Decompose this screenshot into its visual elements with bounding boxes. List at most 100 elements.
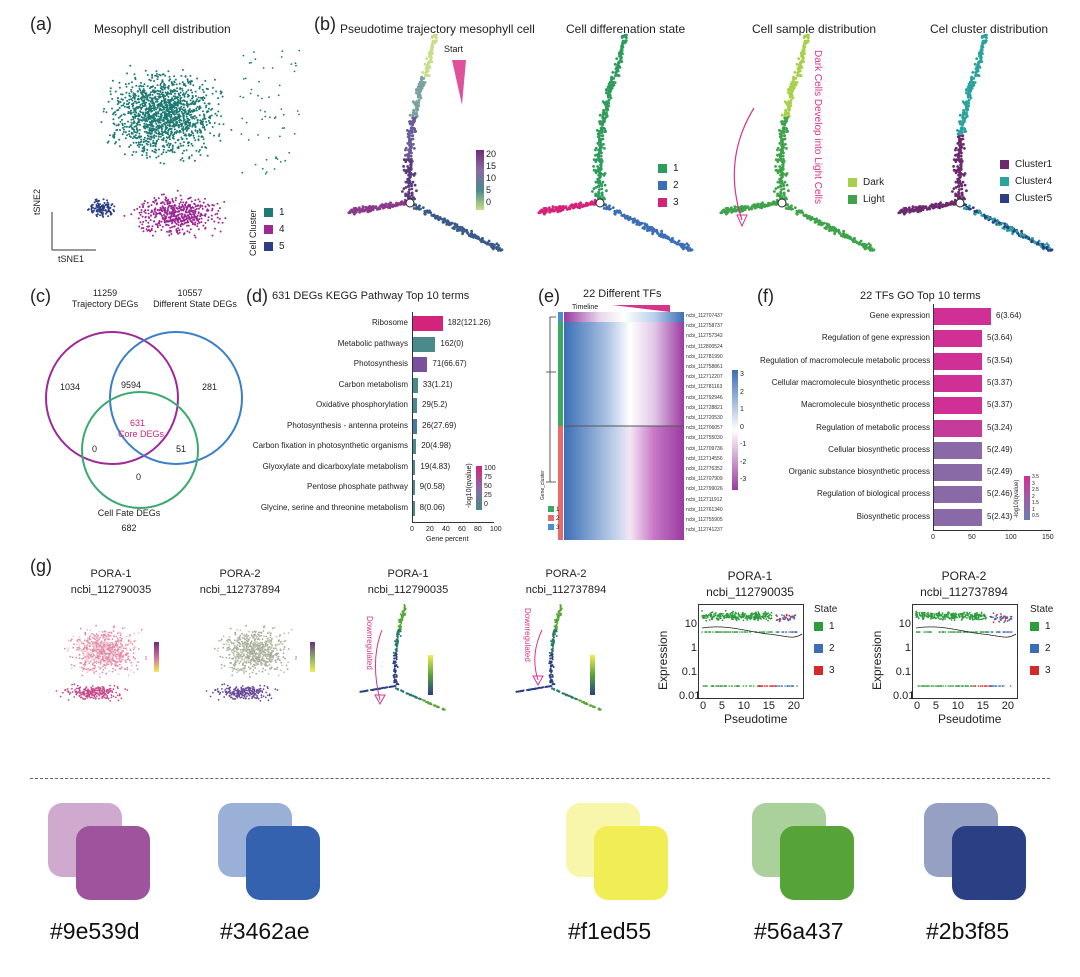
tsne-point — [151, 115, 154, 118]
tsne-point — [200, 131, 202, 134]
tsne-point — [148, 106, 151, 109]
trajectory-cell — [414, 116, 418, 119]
trajectory-cell — [620, 213, 624, 217]
tsne-point — [211, 107, 214, 110]
tsne-point — [197, 211, 200, 214]
tsne-point — [142, 100, 145, 102]
trajectory-cell — [598, 188, 601, 192]
tsne-point — [144, 212, 147, 214]
trajectory-cell — [605, 89, 608, 92]
go-legend-title: -log10(qvalue) — [1014, 479, 1020, 518]
tsne-point — [140, 140, 143, 143]
tsne-point — [253, 51, 255, 53]
trajectory-cell — [491, 242, 494, 246]
tsne-point — [146, 110, 149, 113]
tsne-point — [164, 98, 167, 100]
tsne-point — [182, 113, 184, 116]
tsne-point — [192, 84, 195, 87]
tf-gene-name: ncbi_112728821 — [686, 404, 723, 411]
trajectory-cell — [416, 95, 420, 99]
tsne-point — [142, 141, 145, 143]
trajectory-cell — [1024, 235, 1028, 239]
tsne-point — [147, 228, 150, 231]
legend-item: 1 — [264, 204, 285, 221]
tsne-point — [170, 132, 172, 135]
tsne-point — [169, 78, 172, 81]
trajectory-cell — [1045, 246, 1048, 249]
tsne-point — [174, 95, 176, 98]
trajectory-cell — [837, 229, 841, 233]
trajectory-cell — [967, 82, 971, 86]
trajectory-cell — [778, 185, 782, 188]
tsne-point — [198, 200, 201, 203]
tsne-point — [143, 136, 146, 139]
tsne-point — [154, 199, 157, 202]
trajectory-cell — [597, 158, 601, 162]
tsne-point — [184, 221, 187, 224]
tsne-point — [190, 200, 193, 203]
trajectory-cell — [960, 191, 964, 195]
trajectory-cell — [899, 209, 902, 213]
tsne-point — [157, 115, 160, 118]
trajectory-cell — [793, 206, 797, 210]
tsne-point — [148, 225, 150, 228]
tsne-point — [166, 213, 169, 216]
trajectory-cell — [957, 196, 961, 200]
trajectory-cell — [786, 103, 789, 106]
kegg-term-label: Carbon fixation in photosynthetic organi… — [252, 441, 408, 450]
tsne-point — [190, 130, 193, 133]
trajectory-cell — [418, 204, 421, 208]
tsne-point — [169, 134, 172, 137]
heatmap-colorbar — [732, 370, 738, 490]
tsne-point — [168, 104, 171, 107]
trajectory-cell — [902, 207, 906, 210]
tsne-point — [145, 228, 148, 231]
tsne-point — [180, 110, 183, 113]
tsne-point — [146, 137, 149, 140]
tsne-point — [172, 102, 175, 105]
timeline-label: Timeline — [572, 304, 599, 311]
tsne-point — [168, 125, 171, 128]
tsne-point — [198, 99, 201, 102]
tsne-point — [141, 93, 144, 96]
venn-set-c-count: 682 — [121, 523, 137, 533]
tsne-point — [181, 89, 184, 92]
trajectory-cell — [756, 202, 760, 206]
tsne-point — [166, 126, 169, 129]
tsne-point — [140, 119, 142, 121]
tsne-point — [197, 204, 200, 207]
tsne-point — [138, 211, 141, 214]
tsne-point — [175, 214, 178, 217]
tsne-point — [137, 95, 140, 98]
trajectory-cell — [733, 205, 737, 209]
legend-item: Cluster5 — [1000, 190, 1052, 207]
trajectory-cell — [804, 39, 808, 43]
trajectory-cell — [402, 158, 406, 162]
tsne-point — [143, 200, 146, 202]
tsne-point — [172, 119, 175, 122]
tsne-point — [189, 219, 192, 221]
trajectory-cell — [410, 129, 414, 133]
tsne-point — [123, 626, 126, 629]
tsne-point — [159, 224, 162, 227]
tsne-point — [201, 207, 204, 210]
tsne-point — [173, 208, 176, 211]
tsne-point — [199, 204, 202, 207]
trajectory-cell — [406, 165, 409, 168]
trajectory-cell — [640, 221, 644, 225]
trajectory-cell — [788, 95, 792, 99]
tsne-point — [209, 121, 211, 124]
tsne-point — [222, 123, 225, 126]
tsne-point — [216, 216, 219, 219]
tsne-point — [166, 201, 169, 204]
go-bar — [934, 397, 982, 415]
tsne-point — [130, 88, 133, 91]
trajectory-cell — [431, 41, 434, 45]
trajectory-cell — [784, 142, 787, 146]
tsne-point — [211, 209, 214, 212]
tsne-point — [155, 126, 158, 129]
tsne-point — [202, 99, 205, 102]
tsne-point — [80, 649, 83, 651]
tsne-point — [170, 120, 173, 123]
trajectory-cell — [949, 202, 953, 205]
